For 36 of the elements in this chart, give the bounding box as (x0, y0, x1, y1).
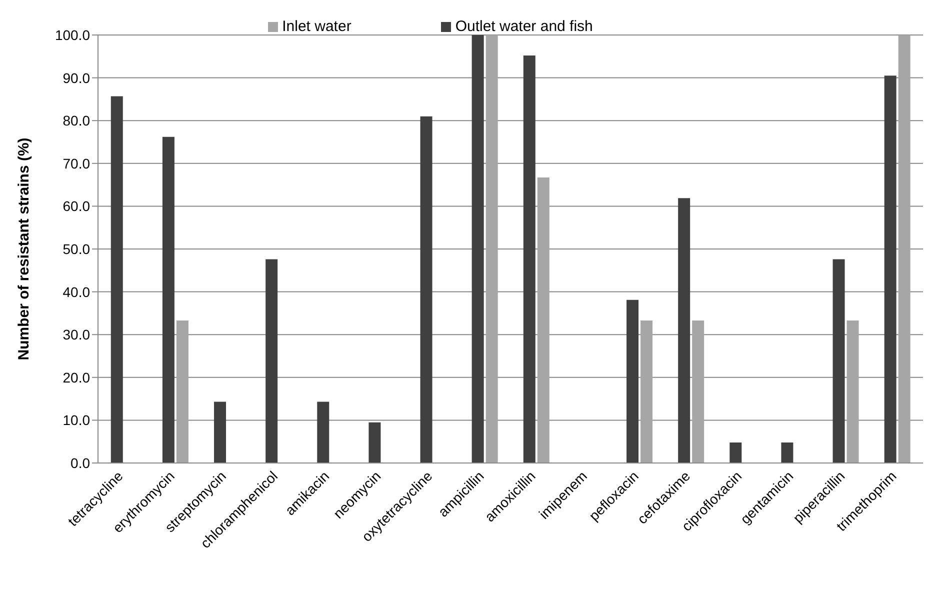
bar (537, 178, 550, 463)
bar (832, 259, 845, 463)
y-tick-label: 50.0 (62, 240, 90, 257)
bar (266, 259, 278, 463)
bar (626, 300, 639, 463)
y-tick-label: 30.0 (62, 326, 90, 343)
y-tick-label: 20.0 (62, 369, 90, 386)
bar (692, 320, 704, 463)
y-tick-label: 90.0 (62, 70, 90, 86)
bar (730, 442, 742, 463)
legend-label: Outlet water and fish (455, 18, 593, 35)
bar (781, 442, 794, 463)
bar (523, 56, 536, 463)
bar (368, 422, 381, 463)
y-axis-title: Number of resistant strains (%) (15, 138, 32, 360)
y-tick-label: 60.0 (62, 198, 90, 214)
bar (110, 96, 123, 463)
y-tick-label: 10.0 (62, 412, 90, 428)
y-tick-label: 0.0 (70, 454, 90, 471)
bar (472, 35, 484, 463)
bar (420, 116, 432, 463)
y-tick-label: 100.0 (54, 26, 90, 43)
bar (640, 320, 653, 463)
bar (214, 402, 226, 463)
bar (486, 35, 498, 463)
bar (898, 35, 910, 463)
y-tick-label: 70.0 (62, 155, 90, 172)
y-tick-label: 80.0 (62, 112, 90, 129)
bar (162, 136, 174, 463)
bar (678, 198, 690, 463)
y-tick-label: 40.0 (62, 284, 90, 300)
bar (317, 402, 330, 463)
bar (846, 320, 859, 463)
bar (176, 320, 188, 463)
legend-label: Inlet water (282, 18, 352, 35)
bar (884, 76, 896, 463)
